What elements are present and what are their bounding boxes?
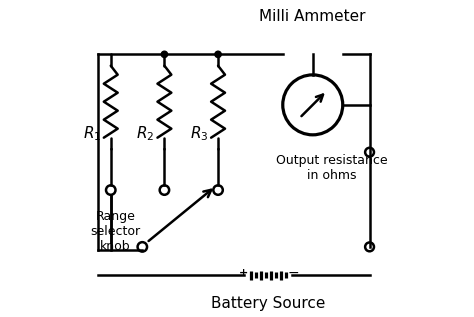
- Text: Range
selector
knob: Range selector knob: [91, 210, 141, 253]
- Text: $R_1$: $R_1$: [82, 124, 101, 143]
- Text: −: −: [287, 266, 299, 280]
- Text: Battery Source: Battery Source: [211, 296, 326, 311]
- Text: Milli Ammeter: Milli Ammeter: [259, 9, 366, 24]
- Text: +: +: [239, 268, 248, 278]
- Text: $R_2$: $R_2$: [137, 124, 155, 143]
- Circle shape: [215, 51, 221, 57]
- Circle shape: [161, 51, 168, 57]
- Text: Output resistance
in ohms: Output resistance in ohms: [276, 154, 388, 182]
- Text: $R_3$: $R_3$: [190, 124, 209, 143]
